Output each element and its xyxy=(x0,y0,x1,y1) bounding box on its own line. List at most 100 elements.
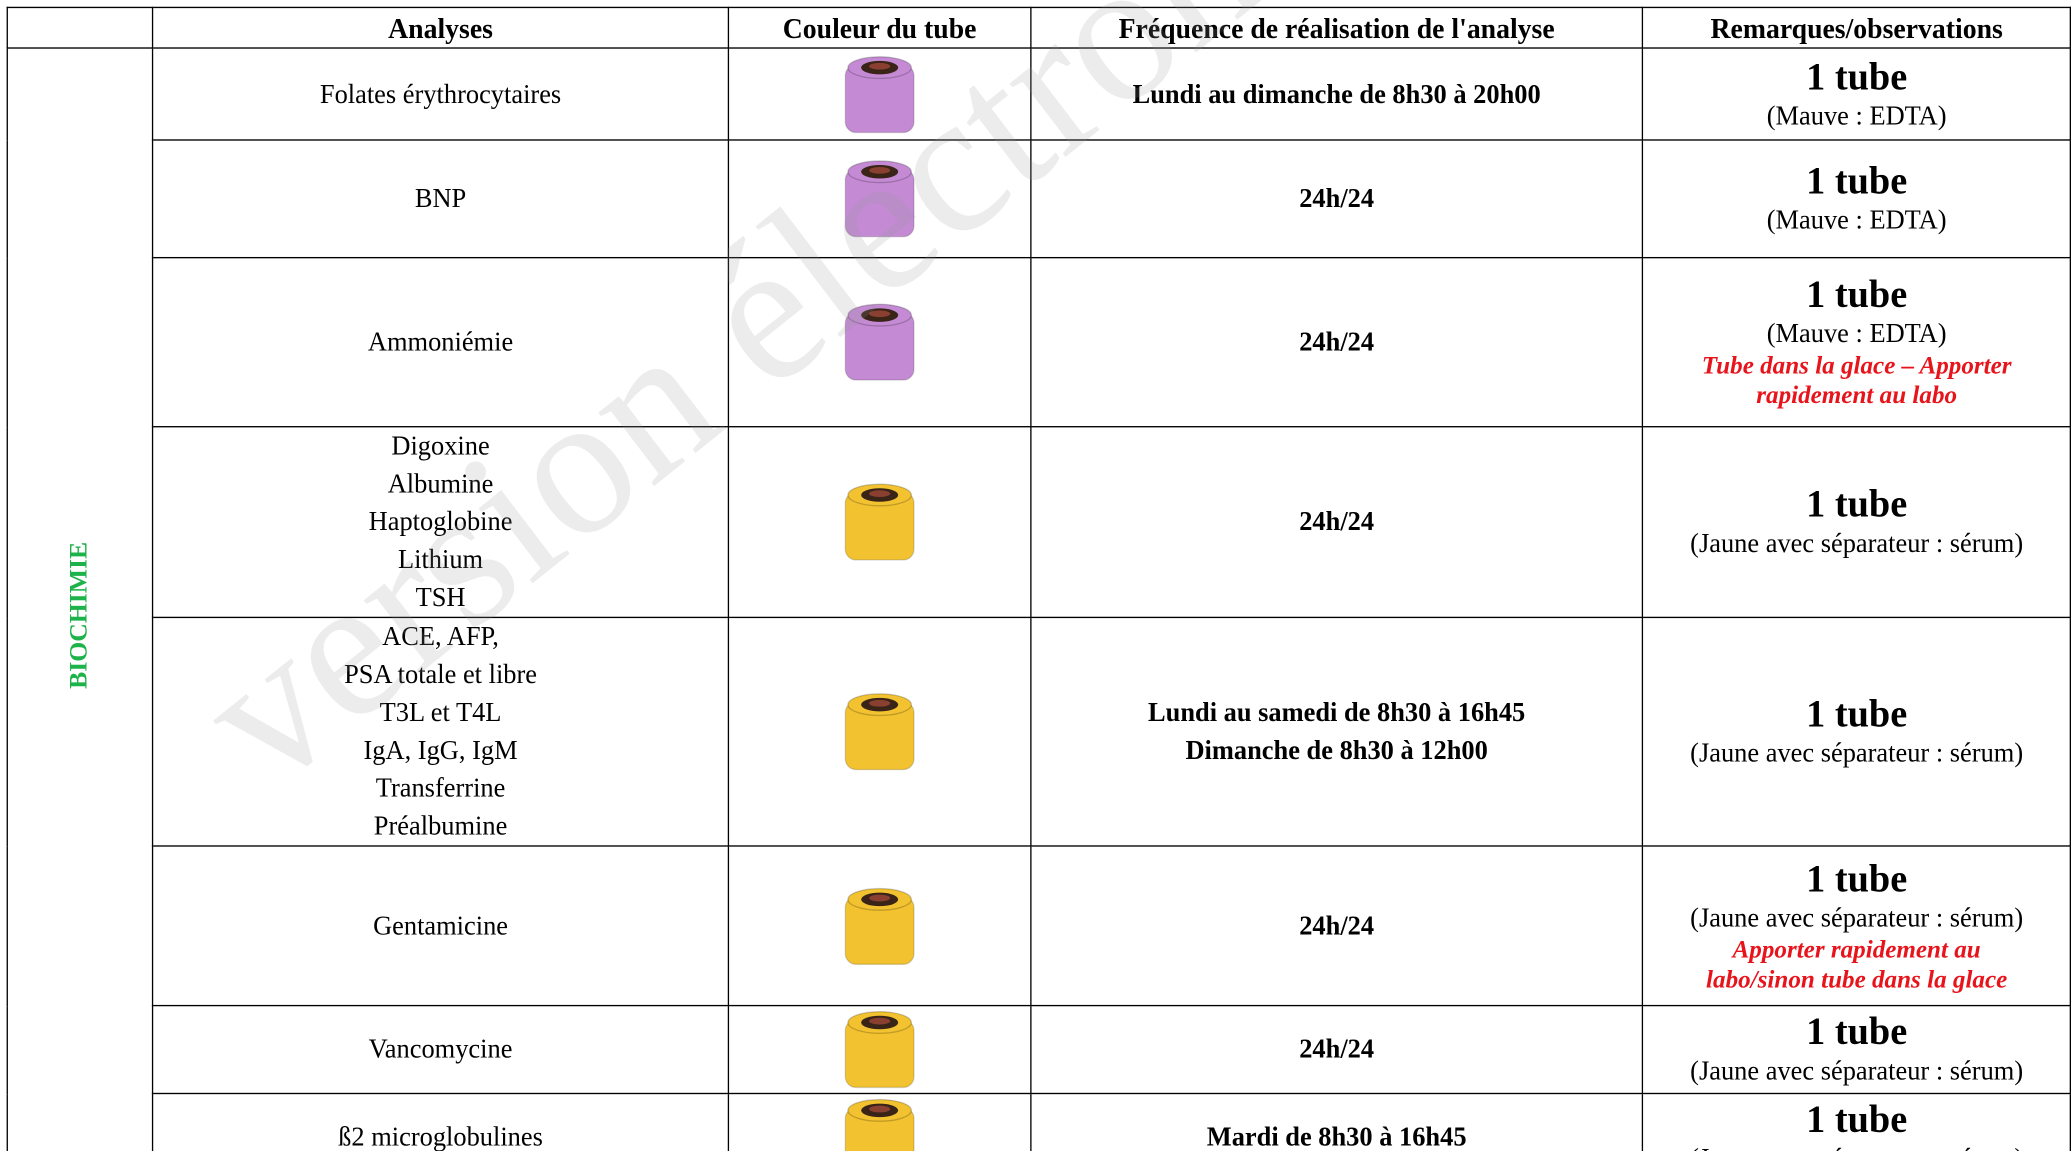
tube-cell xyxy=(728,426,1031,619)
analysis-name: ß2 microglobulines xyxy=(338,1122,543,1151)
tube-icon xyxy=(844,693,915,771)
remark-note: labo/sinon tube dans la glace xyxy=(1706,965,2008,994)
tube-part xyxy=(869,894,891,901)
table-row: BNP 24h/24 1 tube (Mauve : EDTA) xyxy=(7,139,2071,259)
frequency-text: 24h/24 xyxy=(1299,1034,1375,1065)
remark-note: Tube dans la glace – Apporter xyxy=(1701,351,2012,381)
frequency-text: 24h/24 xyxy=(1299,327,1375,358)
frequency-text: Lundi au samedi de 8h30 à 16h45 xyxy=(1148,697,1526,728)
analysis-name: TSH xyxy=(415,582,466,613)
analyses-cell: Ammoniémie xyxy=(151,256,730,428)
frequency-cell: 24h/24 xyxy=(1029,256,1644,428)
header-cell: Analyses xyxy=(151,6,730,49)
frequency-cell: 24h/24 xyxy=(1029,845,1644,1007)
tube-icon xyxy=(844,887,915,965)
analysis-table: Analyses Couleur du tube Fréquence de ré… xyxy=(6,6,2071,1151)
tube-icon xyxy=(844,1010,915,1089)
frequency-cell: 24h/24 xyxy=(1029,426,1644,619)
analyses-cell: ß2 microglobulines xyxy=(151,1092,730,1151)
header-cell: Couleur du tube xyxy=(728,6,1031,49)
remarks-cell: 1 tube(Jaune avec séparateur : sérum) xyxy=(1642,1092,2071,1151)
remarks-cell: 1 tube (Mauve : EDTA) Tube dans la glace –… xyxy=(1642,256,2071,428)
tube-detail: (Jaune avec séparateur : sérum) xyxy=(1690,528,2024,559)
tube-detail: (Mauve : EDTA) xyxy=(1766,319,1947,349)
analyses-cell: ACE, AFP, PSA totale et libre T3L et T4L Ig… xyxy=(151,616,730,847)
tube-part xyxy=(869,699,891,707)
remark-note: rapidement au labo xyxy=(1756,381,1958,410)
analysis-name: Ammoniémie xyxy=(367,327,514,358)
frequency-text: 24h/24 xyxy=(1299,183,1375,214)
frequency-cell: Mardi de 8h30 à 16h45 xyxy=(1029,1092,1644,1151)
tube-icon xyxy=(844,1098,915,1151)
section-cell: BIOCHIMIE xyxy=(6,47,153,1151)
remarks-cell: 1 tube (Mauve : EDTA) xyxy=(1642,139,2071,259)
analyses-cell: Digoxine Albumine Haptoglobine Lithium TSH xyxy=(151,426,730,619)
frequency-text: Mardi de 8h30 à 16h45 xyxy=(1206,1122,1467,1151)
table-row: BIOCHIMIE Folates érythrocytaires Lundi au… xyxy=(6,47,2071,1151)
header-cell xyxy=(6,6,153,49)
tube-detail: (Mauve : EDTA) xyxy=(1766,205,1947,236)
tube-icon xyxy=(844,160,915,238)
analysis-name: ACE, AFP, xyxy=(382,622,499,652)
tube-detail: (Jaune avec séparateur : sérum) xyxy=(1690,738,2024,769)
analysis-name: Albumine xyxy=(387,469,494,500)
analysis-name: T3L et T4L xyxy=(379,697,502,728)
header-cell: Remarques/observations xyxy=(1642,6,2071,49)
tube-count: 1 tube xyxy=(1806,273,1908,317)
analysis-name: Lithium xyxy=(397,545,484,575)
analyses-cell: BNP xyxy=(151,139,730,259)
analyses-cell: Vancomycine xyxy=(151,1004,730,1095)
tube-icon xyxy=(844,483,915,561)
analysis-name: Gentamicine xyxy=(373,910,509,941)
remark-note: Apporter rapidement au xyxy=(1732,935,1981,964)
tube-detail: (Mauve : EDTA) xyxy=(1766,100,1947,131)
analysis-name: Préalbumine xyxy=(373,811,508,842)
tube-cell xyxy=(728,616,1031,847)
tube-count: 1 tube xyxy=(1806,1010,1908,1054)
table-row: ACE, AFP, PSA totale et libre T3L et T4L Ig… xyxy=(7,616,2071,847)
tube-cell xyxy=(728,256,1031,428)
analysis-name: Digoxine xyxy=(391,431,490,462)
remarks-cell: 1 tube(Jaune avec séparateur : sérum) xyxy=(1642,426,2071,619)
frequency-cell: 24h/24 xyxy=(1029,139,1644,259)
analysis-name: Vancomycine xyxy=(368,1034,513,1065)
table-row: ß2 microglobulines Mardi de 8h30 à 16h45 1… xyxy=(7,1092,2071,1151)
tube-icon xyxy=(844,55,915,133)
remarks-cell: 1 tube(Jaune avec séparateur : sérum) xyxy=(1642,1004,2071,1095)
analysis-name: Folates érythrocytaires xyxy=(319,79,562,109)
section-label: BIOCHIMIE xyxy=(65,541,93,689)
frequency-text: 24h/24 xyxy=(1299,910,1375,941)
remarks-cell: 1 tube (Mauve : EDTA) xyxy=(1642,47,2071,141)
tube-count: 1 tube xyxy=(1806,1098,1908,1142)
frequency-text: 24h/24 xyxy=(1299,507,1375,537)
tube-part xyxy=(869,310,891,318)
table-row: Digoxine Albumine Haptoglobine Lithium TSH 24… xyxy=(7,426,2071,619)
analysis-name: BNP xyxy=(414,183,467,214)
tube-cell xyxy=(728,47,1031,141)
table-row: Gentamicine 24h/24 1 tube (Jaune avec sépar… xyxy=(7,845,2071,1007)
tube-detail: (Jaune avec séparateur : sérum) xyxy=(1644,1142,2069,1151)
tube-count: 1 tube xyxy=(1806,856,1908,901)
tube-icon xyxy=(844,303,915,381)
tube-cell xyxy=(728,1004,1031,1095)
tube-cell xyxy=(728,845,1031,1007)
analyses-cell: Gentamicine xyxy=(151,845,730,1007)
table-row: Ammoniémie 24h/24 1 tube (Mauve : EDTA) Tube… xyxy=(7,256,2071,428)
remarks-cell: 1 tube(Jaune avec séparateur : sérum) xyxy=(1642,616,2071,847)
frequency-text: Lundi au dimanche de 8h30 à 20h00 xyxy=(1132,79,1541,109)
tube-count: 1 tube xyxy=(1806,54,1908,99)
tube-detail: (Jaune avec séparateur : sérum) xyxy=(1690,902,2024,933)
tube-part xyxy=(869,1105,891,1113)
table-row: Vancomycine 24h/24 1 tube (Jaune avec sépar… xyxy=(7,1004,2071,1095)
analysis-name: IgA, IgG, IgM xyxy=(363,735,518,766)
tube-count: 1 tube xyxy=(1806,692,1908,736)
header-row: Analyses Couleur du tube Fréquence de ré… xyxy=(6,6,2071,49)
tube-part xyxy=(869,167,891,174)
analysis-name: Transferrine xyxy=(375,773,506,804)
analysis-name: PSA totale et libre xyxy=(344,660,538,690)
analyses-cell: Folates érythrocytaires xyxy=(151,47,730,141)
frequency-cell: Lundi au samedi de 8h30 à 16h45 Dimanche … xyxy=(1029,616,1644,847)
tube-cell xyxy=(728,1092,1031,1151)
